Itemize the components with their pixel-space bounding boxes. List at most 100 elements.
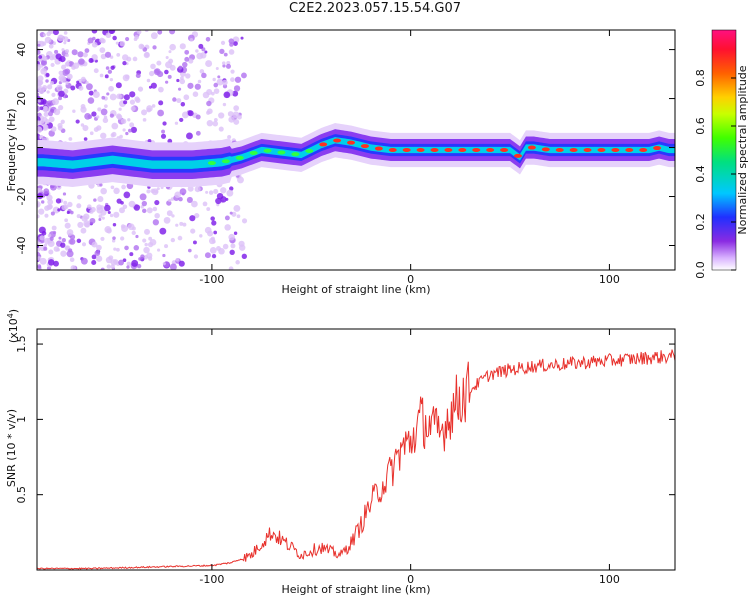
noise-point xyxy=(99,183,103,187)
noise-point xyxy=(140,44,145,49)
x-tick-label: 0 xyxy=(407,573,414,586)
noise-point xyxy=(175,223,179,227)
noise-point xyxy=(218,126,224,132)
noise-point xyxy=(233,105,240,112)
noise-point xyxy=(204,252,211,259)
noise-point xyxy=(43,188,50,195)
noise-point xyxy=(150,32,158,40)
y-tick-label: 40 xyxy=(15,43,28,57)
noise-point xyxy=(77,221,84,228)
noise-point xyxy=(54,49,59,54)
noise-point xyxy=(162,262,166,266)
noise-point xyxy=(143,255,149,260)
noise-point xyxy=(37,75,44,82)
noise-point xyxy=(230,69,235,74)
noise-point xyxy=(126,265,130,269)
noise-point xyxy=(186,196,193,203)
noise-point xyxy=(38,55,43,59)
noise-point xyxy=(223,91,231,99)
noise-point xyxy=(221,61,226,65)
noise-point xyxy=(186,132,193,140)
noise-point xyxy=(121,225,129,233)
noise-point xyxy=(57,34,65,42)
noise-point xyxy=(130,126,138,133)
noise-point xyxy=(99,73,104,78)
noise-point xyxy=(128,200,136,208)
noise-point xyxy=(47,259,55,266)
noise-point xyxy=(234,76,242,83)
noise-point xyxy=(109,113,114,118)
noise-point xyxy=(49,236,54,241)
noise-point xyxy=(64,68,71,75)
noise-point xyxy=(213,82,219,88)
noise-point xyxy=(188,58,194,64)
noise-point xyxy=(96,115,100,119)
noise-point xyxy=(127,118,131,122)
y-tick-label: 0.5 xyxy=(15,486,28,504)
noise-point xyxy=(109,78,114,82)
noise-point xyxy=(96,244,102,251)
noise-point xyxy=(154,189,159,194)
noise-point xyxy=(112,236,116,240)
noise-point xyxy=(68,137,73,141)
noise-point xyxy=(236,214,241,219)
noise-point xyxy=(55,53,62,60)
noise-point xyxy=(230,243,236,249)
noise-point xyxy=(86,83,93,91)
noise-point xyxy=(180,102,186,107)
noise-point xyxy=(149,238,157,246)
noise-point xyxy=(169,263,177,270)
noise-point xyxy=(52,98,60,106)
noise-point xyxy=(146,207,153,214)
noise-point xyxy=(50,62,55,68)
noise-point xyxy=(108,85,114,92)
noise-point xyxy=(96,255,103,262)
noise-point xyxy=(233,41,238,46)
noise-point xyxy=(209,247,217,254)
noise-point xyxy=(77,194,82,200)
y-tick-label: -40 xyxy=(15,237,28,255)
noise-point xyxy=(122,60,127,66)
spectrogram-x-axis-label: Height of straight line (km) xyxy=(281,283,430,296)
noise-point xyxy=(45,79,49,83)
noise-point xyxy=(195,49,199,53)
noise-point xyxy=(70,265,76,270)
noise-point xyxy=(106,264,111,269)
noise-point xyxy=(56,84,63,92)
noise-point xyxy=(37,256,42,261)
noise-point xyxy=(164,244,169,249)
noise-point xyxy=(41,200,45,204)
ridge-peak-blob xyxy=(639,148,648,152)
noise-point xyxy=(48,130,55,137)
noise-point xyxy=(120,118,127,125)
noise-point xyxy=(112,223,117,227)
ridge-peak-blob xyxy=(263,148,272,153)
noise-point xyxy=(131,259,139,267)
ridge-peak-blob xyxy=(430,148,439,152)
noise-point xyxy=(233,119,240,125)
noise-point xyxy=(143,246,150,254)
noise-point xyxy=(37,264,42,268)
colorbar-ticks: 0.0 0.2 0.4 0.6 0.8 xyxy=(694,69,736,279)
noise-point xyxy=(82,52,88,58)
ridge-peak-blob xyxy=(333,138,342,143)
noise-point xyxy=(152,219,160,226)
noise-point xyxy=(220,40,226,45)
spectrogram-panel: -100 0 100 -40 -20 0 20 40 Height of straight … xyxy=(5,29,676,296)
noise-point xyxy=(135,234,139,239)
noise-point xyxy=(158,86,164,93)
noise-point xyxy=(47,199,54,205)
noise-point xyxy=(178,65,183,70)
noise-point xyxy=(61,238,66,243)
noise-point xyxy=(65,53,69,58)
noise-point xyxy=(187,185,194,192)
noise-point xyxy=(116,93,122,100)
noise-point xyxy=(222,102,227,107)
noise-point xyxy=(152,206,158,212)
y-tick-label: 0 xyxy=(15,144,28,151)
noise-point xyxy=(134,96,140,102)
noise-point xyxy=(215,66,219,70)
noise-point xyxy=(236,176,244,184)
noise-point xyxy=(50,211,55,216)
noise-point xyxy=(47,84,53,90)
